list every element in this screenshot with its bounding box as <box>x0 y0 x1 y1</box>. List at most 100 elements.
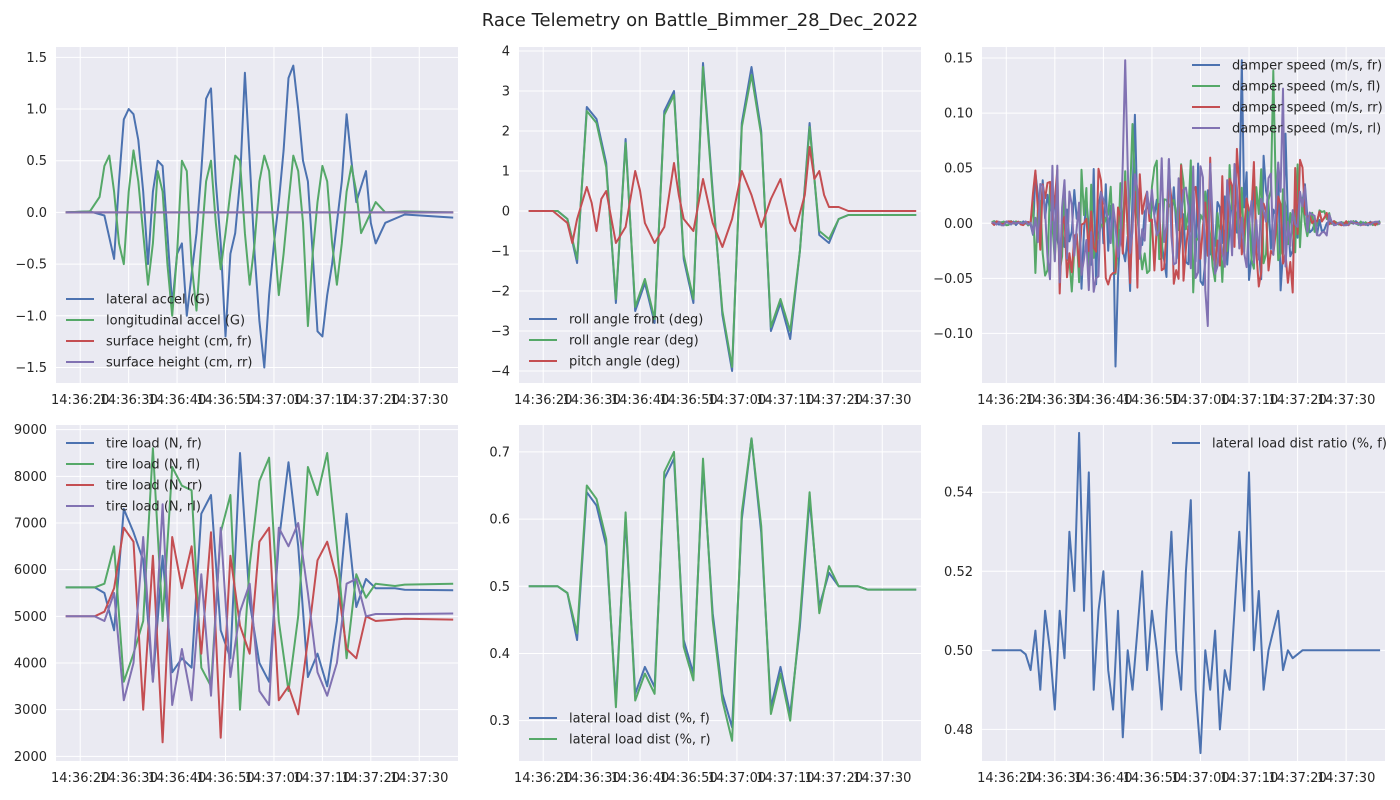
series-line <box>65 452 454 688</box>
y-tick-label: 6000 <box>14 563 47 578</box>
legend: lateral accel (G) longitudinal accel (G) s… <box>66 293 252 371</box>
x-tick-label: 14:36:30 <box>99 393 157 408</box>
x-tick-label: 14:37:00 <box>1171 393 1229 408</box>
x-tick-label: 14:36:40 <box>148 771 206 786</box>
x-tick-label: 14:36:50 <box>659 393 717 408</box>
x-tick-label: 14:36:20 <box>51 771 109 786</box>
series-line <box>528 146 917 248</box>
subplot-2: 43210−1−2−3−414:36:2014:36:3014:36:4014:… <box>491 45 921 408</box>
y-tick-label: 0.5 <box>26 154 47 169</box>
x-tick-label: 14:36:40 <box>1074 393 1132 408</box>
figure-title: Race Telemetry on Battle_Bimmer_28_Dec_2… <box>481 10 919 31</box>
legend: lateral load dist (%, f) lateral load dis… <box>529 712 711 748</box>
y-tick-label: −0.05 <box>933 272 973 287</box>
y-tick-label: 0.5 <box>489 580 510 595</box>
y-tick-label: 7000 <box>14 517 47 532</box>
legend: damper speed (m/s, fr) damper speed (m/s,… <box>1192 59 1383 137</box>
x-tick-label: 14:36:50 <box>1123 771 1181 786</box>
x-tick-label: 14:37:30 <box>853 771 911 786</box>
x-tick-label: 14:36:50 <box>1123 393 1181 408</box>
y-tick-label: −1.0 <box>15 309 47 324</box>
y-tick-label: 0.00 <box>944 217 973 232</box>
legend-label: damper speed (m/s, fl) <box>1232 80 1380 95</box>
legend: roll angle front (deg) roll angle rear (d… <box>529 313 703 370</box>
y-tick-label: 0.0 <box>26 206 47 221</box>
subplot-1: 1.5 1.0 0.5 0.0 −0.5 −1.0 −1.5 14:36:2014:36:30… <box>15 47 458 408</box>
y-tick-label: 0.05 <box>944 162 973 177</box>
y-tick-label: 3000 <box>14 703 47 718</box>
series-line <box>65 503 454 706</box>
legend-label: damper speed (m/s, rl) <box>1232 122 1381 137</box>
series-line <box>528 437 917 742</box>
y-tick-label: −1 <box>491 245 510 260</box>
y-tick-label: 2000 <box>14 750 47 765</box>
x-tick-label: 14:36:20 <box>514 393 572 408</box>
x-tick-label: 14:37:20 <box>1268 771 1326 786</box>
y-tick-label: 5000 <box>14 610 47 625</box>
y-tick-label: 0.6 <box>489 513 510 528</box>
x-tick-label: 14:37:30 <box>390 393 448 408</box>
x-tick-label: 14:36:20 <box>977 771 1035 786</box>
y-tick-label: 0.52 <box>944 565 973 580</box>
x-tick-label: 14:37:30 <box>1317 393 1375 408</box>
y-tick-label: 0.3 <box>489 714 510 729</box>
x-tick-label: 14:36:40 <box>1074 771 1132 786</box>
legend-label: damper speed (m/s, rr) <box>1232 101 1383 116</box>
x-tick-label: 14:36:30 <box>562 771 620 786</box>
x-tick-label: 14:37:20 <box>1268 393 1326 408</box>
y-tick-label: 0 <box>502 205 510 220</box>
x-tick-label: 14:37:20 <box>342 393 400 408</box>
y-tick-label: 1.0 <box>26 103 47 118</box>
x-tick-label: 14:37:20 <box>805 393 863 408</box>
legend-label: roll angle rear (deg) <box>569 334 699 349</box>
legend-label: surface height (cm, rr) <box>106 356 252 371</box>
x-tick-label: 14:37:00 <box>708 771 766 786</box>
plot-area <box>56 425 458 761</box>
legend-label: lateral load dist ratio (%, f) <box>1212 437 1387 452</box>
legend-label: pitch angle (deg) <box>569 355 680 370</box>
y-tick-label: −0.5 <box>15 258 47 273</box>
legend-label: tire load (N, rr) <box>106 479 202 494</box>
legend: lateral load dist ratio (%, f) <box>1172 437 1387 452</box>
plot-area <box>519 425 921 761</box>
legend-label: damper speed (m/s, fr) <box>1232 59 1382 74</box>
x-tick-label: 14:37:10 <box>1220 393 1278 408</box>
legend-label: surface height (cm, fr) <box>106 335 252 350</box>
y-tick-label: 2 <box>502 125 510 140</box>
x-tick-label: 14:36:50 <box>196 771 254 786</box>
y-tick-label: 0.4 <box>489 647 510 662</box>
x-tick-label: 14:37:20 <box>805 771 863 786</box>
x-tick-label: 14:36:50 <box>659 771 717 786</box>
x-tick-label: 14:37:30 <box>1317 771 1375 786</box>
x-tick-label: 14:36:20 <box>977 393 1035 408</box>
y-tick-label: −4 <box>491 365 510 380</box>
x-tick-label: 14:36:20 <box>51 393 109 408</box>
x-tick-label: 14:36:50 <box>196 393 254 408</box>
y-tick-label: 3 <box>502 85 510 100</box>
x-tick-label: 14:37:00 <box>708 393 766 408</box>
x-tick-label: 14:36:40 <box>611 771 669 786</box>
legend-label: lateral load dist (%, f) <box>569 712 710 727</box>
x-tick-label: 14:37:20 <box>342 771 400 786</box>
y-tick-label: 1 <box>502 165 510 180</box>
y-tick-label: 4000 <box>14 657 47 672</box>
legend-label: longitudinal accel (G) <box>106 314 245 329</box>
legend-label: roll angle front (deg) <box>569 313 703 328</box>
x-tick-label: 14:37:10 <box>293 771 351 786</box>
subplot-4: 9000 8000 7000 6000 5000 4000 3000 2000 14:36:20… <box>14 423 458 786</box>
x-tick-label: 14:37:00 <box>245 393 303 408</box>
plot-area <box>982 425 1385 761</box>
series-line <box>65 149 454 328</box>
x-tick-label: 14:37:10 <box>1220 771 1278 786</box>
x-tick-label: 14:37:30 <box>853 393 911 408</box>
legend-label: lateral load dist (%, r) <box>569 733 711 748</box>
legend-label: tire load (N, fl) <box>106 458 200 473</box>
subplot-3: 0.150.100.050.00−0.05−0.1014:36:2014:36:… <box>933 47 1385 408</box>
x-tick-label: 14:37:10 <box>293 393 351 408</box>
x-tick-label: 14:36:30 <box>1026 771 1084 786</box>
y-tick-label: 0.48 <box>944 723 973 738</box>
legend-label: lateral accel (G) <box>106 293 210 308</box>
series-line <box>991 431 1381 755</box>
y-tick-label: 0.54 <box>944 486 973 501</box>
